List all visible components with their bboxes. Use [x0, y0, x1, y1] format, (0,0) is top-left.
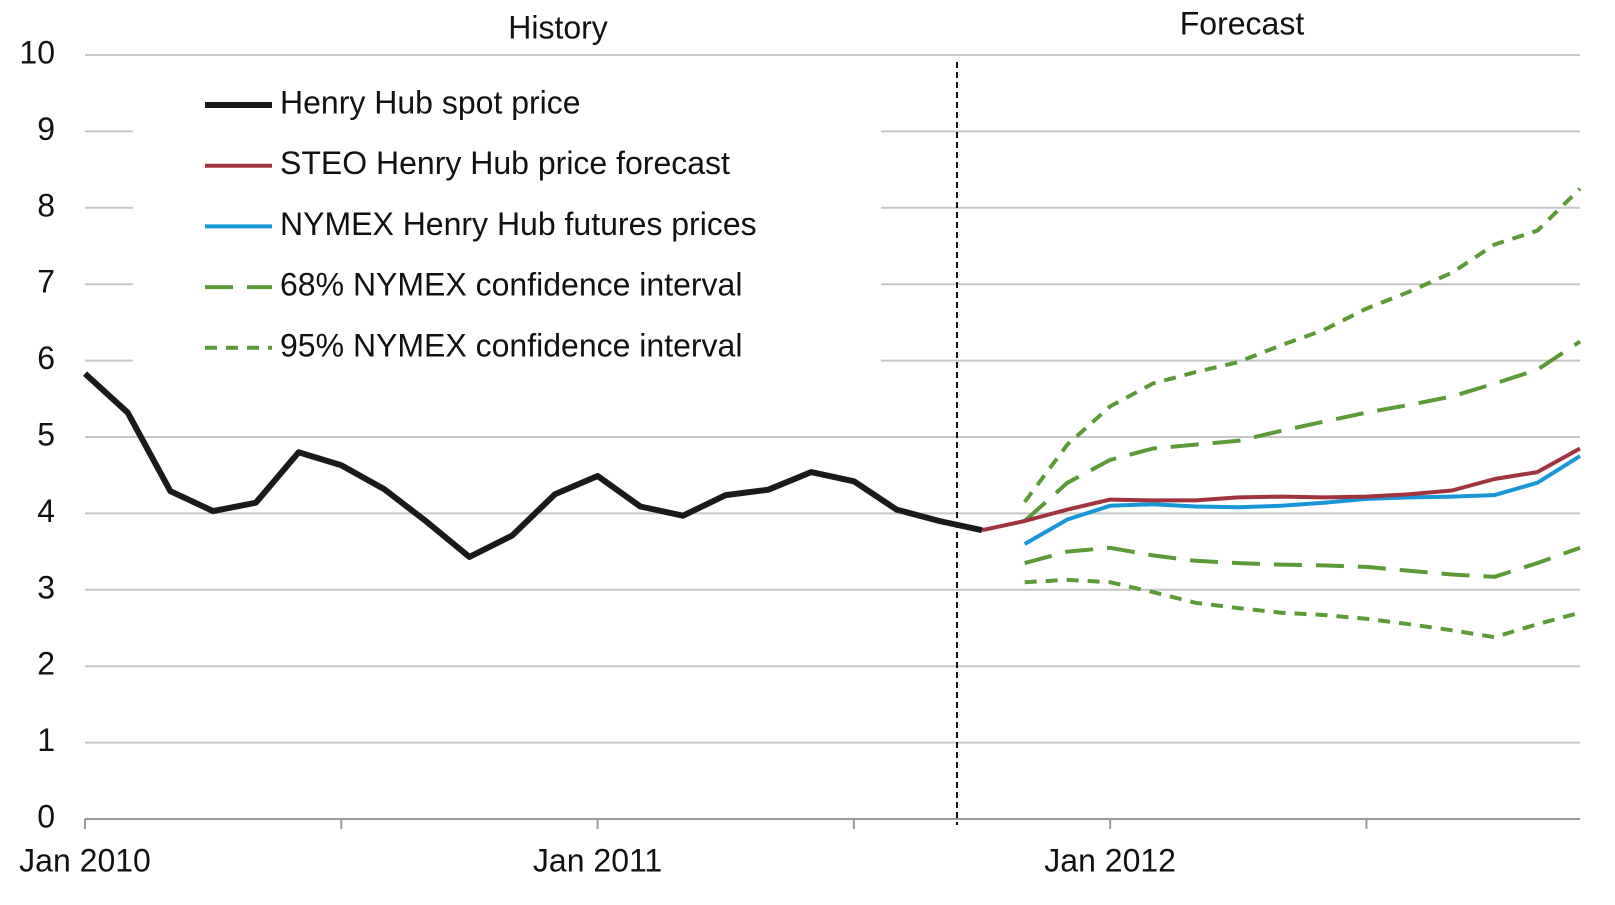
x-tick-label: Jan 2010: [19, 842, 151, 878]
series-line: [981, 446, 1581, 533]
legend-label: 68% NYMEX confidence interval: [280, 267, 742, 303]
y-tick-label: 5: [37, 416, 55, 452]
legend-label: NYMEX Henry Hub futures prices: [280, 206, 757, 242]
legend-label: STEO Henry Hub price forecast: [280, 145, 730, 181]
series-line: [82, 371, 983, 560]
y-tick-label: 4: [37, 493, 55, 529]
y-tick-label: 7: [37, 264, 55, 300]
y-tick-label: 0: [37, 798, 55, 834]
y-tick-label: 10: [19, 34, 55, 70]
y-tick-label: 6: [37, 340, 55, 376]
y-tick-label: 2: [37, 646, 55, 682]
legend-label: Henry Hub spot price: [280, 84, 581, 120]
series-line: [1023, 339, 1582, 523]
series-line: [1024, 545, 1581, 579]
y-tick-label: 9: [37, 111, 55, 147]
y-tick-label: 3: [37, 569, 55, 605]
x-tick-label: Jan 2011: [533, 842, 662, 878]
series-line: [1024, 577, 1581, 640]
annotation: Forecast: [1180, 5, 1305, 41]
annotation: History: [508, 9, 608, 45]
y-tick-label: 8: [37, 187, 55, 223]
x-tick-label: Jan 2012: [1044, 842, 1176, 878]
series-line: [1023, 454, 1582, 546]
y-tick-label: 1: [37, 722, 55, 758]
series-line: [1023, 187, 1582, 504]
legend-label: 95% NYMEX confidence interval: [280, 327, 742, 363]
